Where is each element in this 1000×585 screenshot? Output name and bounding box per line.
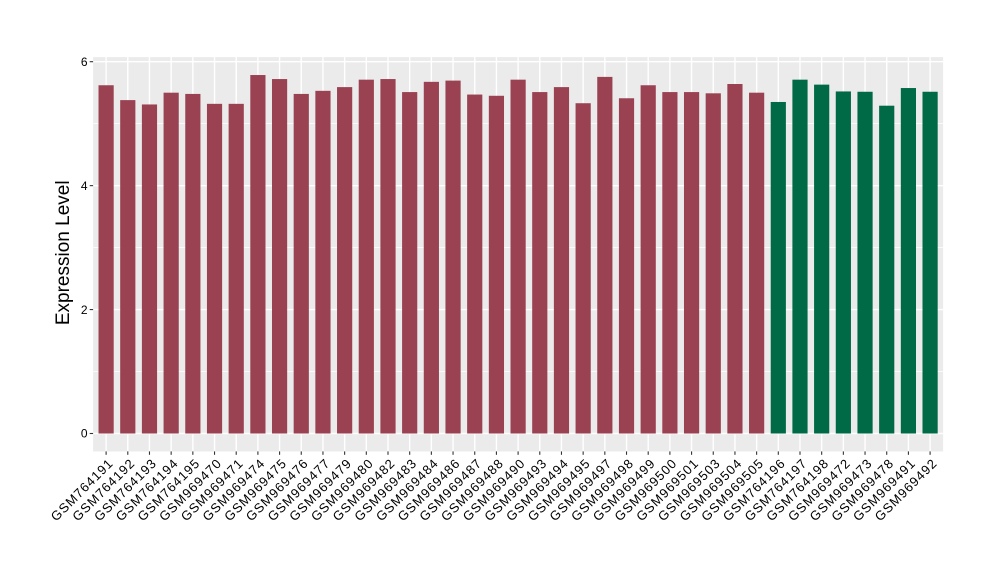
svg-text:Expression Level: Expression Level [53, 180, 74, 325]
svg-text:0: 0 [81, 427, 88, 441]
svg-text:4: 4 [81, 179, 88, 193]
svg-text:2: 2 [81, 303, 88, 317]
svg-text:6: 6 [81, 55, 88, 69]
